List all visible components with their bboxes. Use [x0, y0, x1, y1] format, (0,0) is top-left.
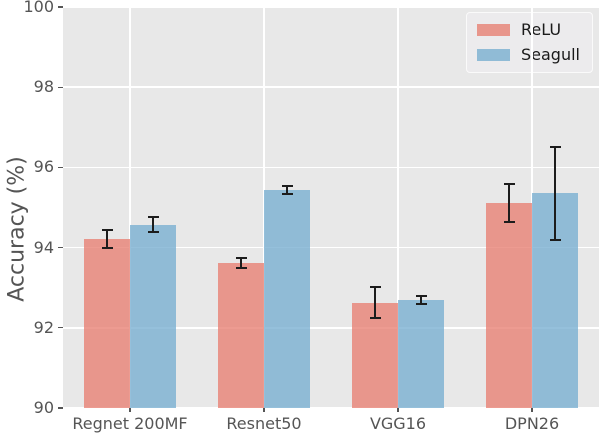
- y-tick-label: 100: [23, 0, 54, 16]
- legend-label-seagull: Seagull: [521, 45, 580, 64]
- errorbar-relu-regnet-200mf: [101, 228, 113, 249]
- errorbar-stem: [374, 288, 376, 317]
- plot-area: ReLU Seagull: [63, 6, 599, 409]
- bar-relu-regnet-200mf: [84, 238, 130, 408]
- errorbar-seagull-resnet50: [281, 185, 293, 196]
- x-tick-mark: [263, 408, 265, 412]
- y-tick-mark: [58, 166, 63, 169]
- y-tick-mark: [58, 6, 63, 8]
- x-tick-label: Resnet50: [226, 414, 302, 433]
- x-tick-label: VGG16: [369, 414, 427, 433]
- y-tick-label: 90: [33, 398, 54, 417]
- y-tick-mark: [58, 407, 63, 409]
- y-tick-mark: [58, 86, 63, 88]
- legend-item-relu: ReLU: [477, 21, 580, 39]
- y-tick-label: 96: [33, 157, 54, 177]
- bar-seagull-vgg16: [398, 299, 444, 408]
- bar-relu-vgg16: [352, 302, 398, 408]
- errorbar-stem: [106, 230, 108, 247]
- x-tick-label: DPN26: [504, 414, 560, 433]
- y-tick-mark: [58, 327, 63, 329]
- x-tick-mark: [531, 408, 533, 412]
- x-tick-mark: [397, 408, 399, 412]
- x-tick-mark: [129, 408, 131, 412]
- y-gridline: [63, 86, 599, 88]
- errorbar-stem: [420, 296, 422, 303]
- errorbar-stem: [152, 218, 154, 232]
- errorbar-stem: [286, 187, 288, 194]
- y-gridline: [63, 6, 599, 8]
- y-gridline: [63, 327, 599, 329]
- errorbar-relu-resnet50: [235, 256, 247, 269]
- bar-seagull-regnet-200mf: [130, 224, 176, 408]
- x-gridline: [397, 7, 399, 408]
- y-gridline: [63, 246, 599, 249]
- legend: ReLU Seagull: [466, 12, 593, 73]
- y-tick-label: 94: [33, 237, 54, 257]
- bar-relu-resnet50: [218, 262, 264, 408]
- bar-relu-dpn26: [486, 203, 532, 408]
- y-tick-label: 92: [33, 317, 54, 337]
- legend-swatch-seagull: [477, 49, 510, 61]
- errorbar-relu-dpn26: [503, 183, 515, 224]
- legend-item-seagull: Seagull: [477, 46, 580, 64]
- errorbar-stem: [508, 185, 510, 222]
- y-tick-label: 98: [33, 77, 54, 97]
- bar-seagull-resnet50: [264, 190, 310, 408]
- errorbar-relu-vgg16: [369, 286, 381, 319]
- y-gridline: [63, 166, 599, 169]
- y-gridline: [63, 407, 599, 409]
- errorbar-seagull-dpn26: [549, 145, 561, 242]
- y-tick-mark: [58, 246, 63, 249]
- y-axis-label: Accuracy (%): [4, 156, 30, 302]
- legend-swatch-relu: [477, 24, 510, 36]
- legend-label-relu: ReLU: [521, 20, 562, 39]
- errorbar-seagull-vgg16: [415, 294, 427, 305]
- x-gridline: [129, 7, 131, 408]
- errorbar-seagull-regnet-200mf: [147, 216, 159, 234]
- x-tick-label: Regnet 200MF: [72, 414, 188, 433]
- errorbar-stem: [554, 147, 556, 240]
- errorbar-stem: [240, 258, 242, 267]
